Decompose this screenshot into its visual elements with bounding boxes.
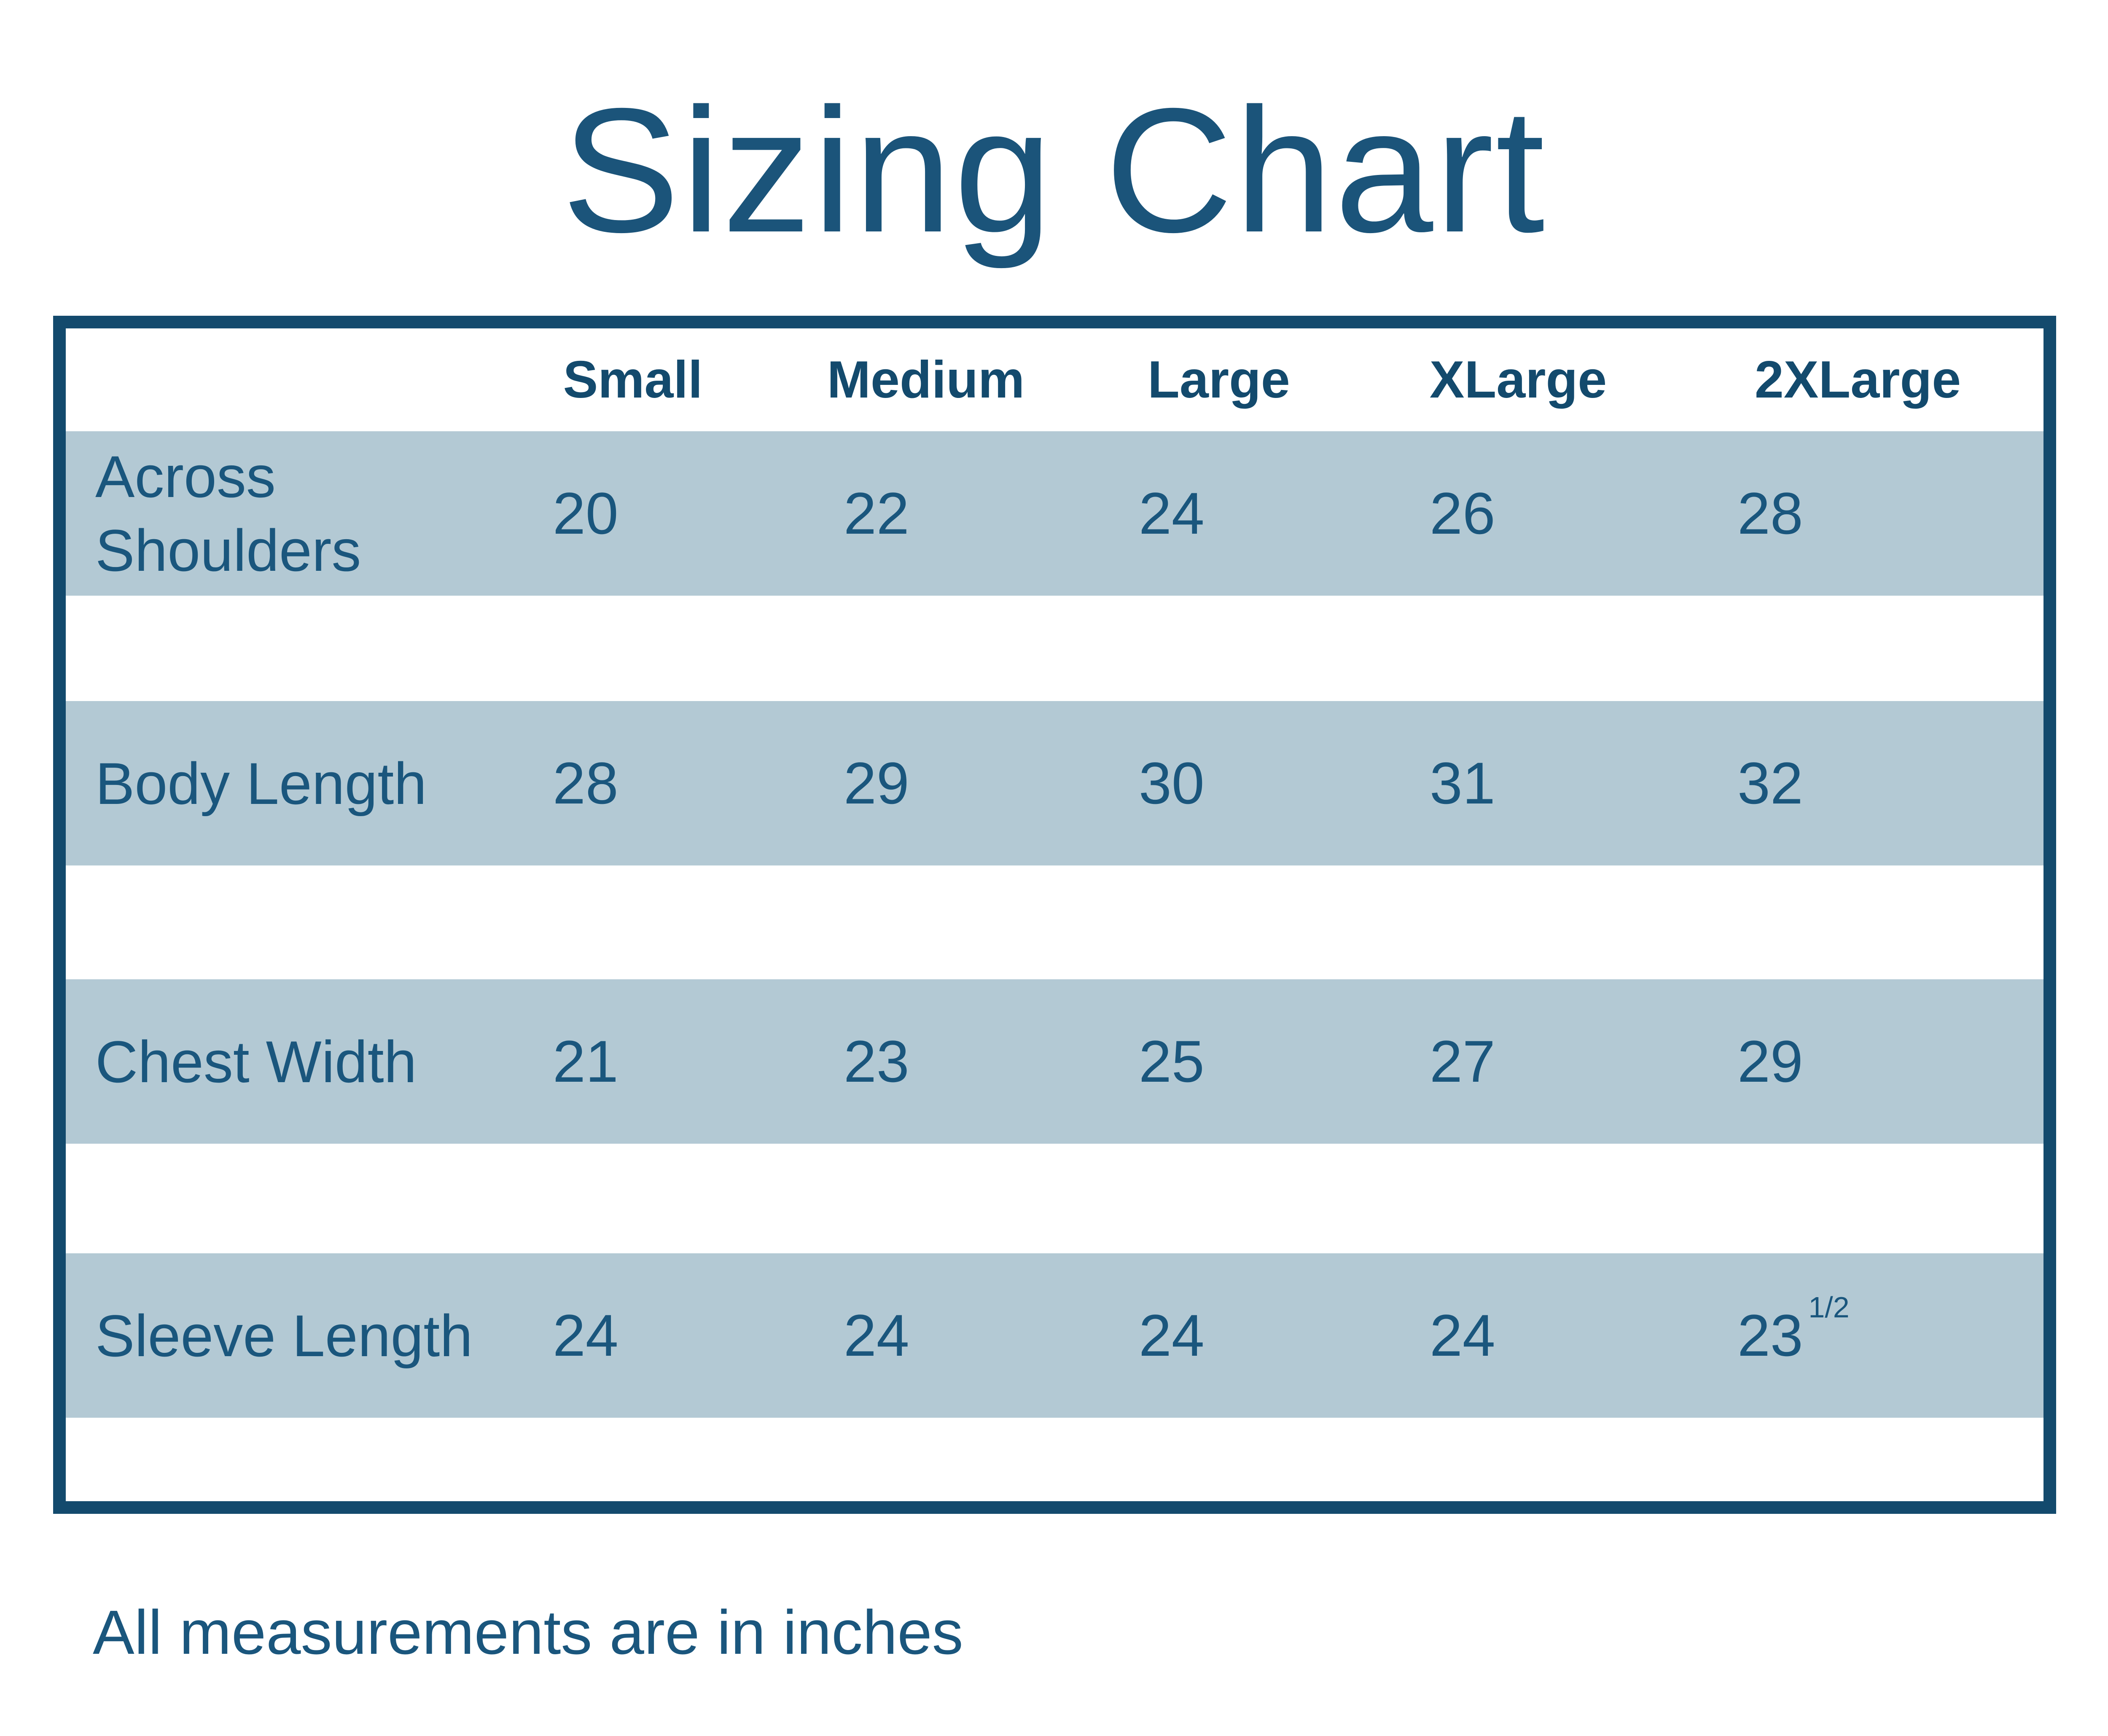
measurement-value: 23 1/2	[1672, 1291, 2043, 1370]
measurement-value: 24	[1139, 480, 1205, 546]
measurement-value: 29	[1737, 1028, 1803, 1094]
measurement-value: 24	[553, 1302, 618, 1368]
column-header-xlarge: XLarge	[1429, 351, 1607, 409]
measurement-value: 30	[1139, 750, 1205, 816]
footer-note: All measurements are in inches	[93, 1598, 963, 1667]
table-row-chest-width: Chest Width 21 23 25 27 29	[66, 979, 2043, 1144]
sizing-table: Small Medium Large XLarge 2XLarge Across…	[53, 316, 2056, 1514]
measurement-value: 24	[1139, 1302, 1205, 1368]
table-row-sleeve-length: Sleeve Length 24 24 24 24 23 1/2	[66, 1253, 2043, 1418]
table-bottom-whitespace	[66, 1418, 2043, 1501]
column-header-medium: Medium	[827, 351, 1025, 409]
measurement-value: 20	[553, 480, 618, 546]
row-label: Sleeve Length	[95, 1302, 473, 1369]
row-label: Across Shoulders	[95, 443, 361, 583]
header-row: Small Medium Large XLarge 2XLarge	[66, 328, 2043, 431]
column-header-large: Large	[1148, 351, 1290, 409]
measurement-value: 28	[553, 750, 618, 816]
measurement-value: 26	[1430, 480, 1495, 546]
measurement-value: 29	[844, 750, 909, 816]
page-title: Sizing Chart	[562, 72, 1546, 269]
measurement-value-main: 23	[1737, 1302, 1803, 1368]
measurement-value: 24	[1430, 1302, 1495, 1368]
table-row-body-length: Body Length 28 29 30 31 32	[66, 701, 2043, 865]
measurement-value: 25	[1139, 1028, 1205, 1094]
measurement-value: 32	[1737, 750, 1803, 816]
row-label: Body Length	[95, 750, 427, 817]
measurement-value: 24	[844, 1302, 909, 1368]
row-label: Chest Width	[95, 1028, 417, 1095]
fraction-superscript: 1/2	[1808, 1290, 1850, 1324]
table-row-across-shoulders: Across Shoulders 20 22 24 26 28	[66, 431, 2043, 596]
measurement-value: 27	[1430, 1028, 1495, 1094]
measurement-value: 31	[1430, 750, 1495, 816]
row-gap	[66, 1144, 2043, 1253]
measurement-value: 22	[844, 480, 909, 546]
column-header-small: Small	[563, 351, 703, 409]
column-header-2xlarge: 2XLarge	[1754, 351, 1961, 409]
measurement-value: 28	[1737, 480, 1803, 546]
row-gap	[66, 596, 2043, 701]
measurement-value: 23	[844, 1028, 909, 1094]
measurement-value: 21	[553, 1028, 618, 1094]
row-gap	[66, 865, 2043, 979]
